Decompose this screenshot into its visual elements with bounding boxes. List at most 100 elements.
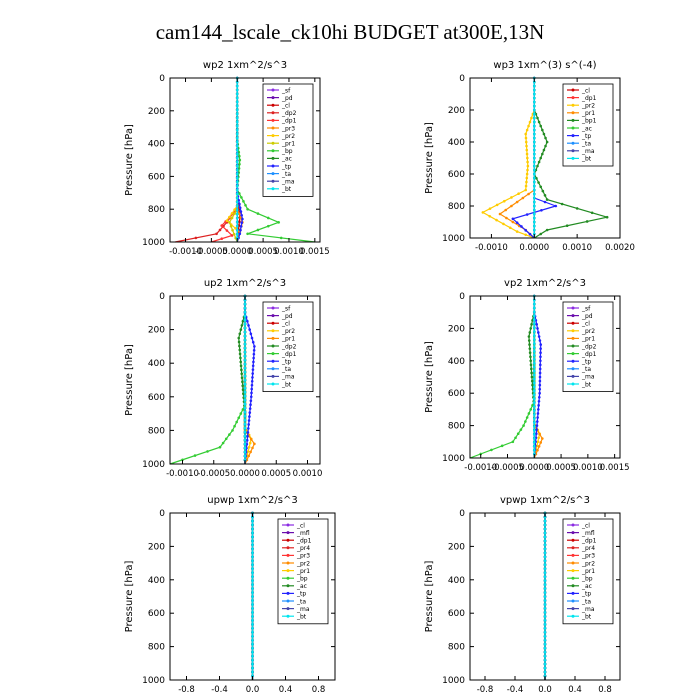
x-tick-label: 0.0000 [519,243,549,253]
data-point [532,385,536,389]
legend-entry: _ta [567,141,591,148]
data-point [539,343,543,346]
data-point [233,424,236,428]
data-point [243,378,247,382]
data-point [543,543,547,547]
data-point [532,136,536,140]
data-point [531,383,534,387]
data-point [532,180,536,184]
data-point [250,387,254,391]
data-point [532,393,536,397]
legend-entry: _tp [267,359,291,366]
data-point [585,220,589,223]
data-point [510,196,513,199]
legend-label: _bt [281,381,292,388]
data-point [215,232,218,236]
y-tick-label: 200 [148,542,165,552]
legend-label: _cl [281,321,290,328]
data-point [532,334,536,337]
legend-label: _tp [296,591,306,598]
y-tick-label: 400 [448,138,465,148]
data-point [543,587,547,590]
data-point [545,198,549,201]
data-point [242,200,245,203]
data-point [239,228,242,232]
legend-label: _tp [281,359,291,366]
legend-label: _dp1 [581,538,597,545]
legend-marker [571,367,575,371]
data-point [251,627,254,630]
data-point [250,383,254,387]
legend-label: _ac [281,156,292,163]
data-point [481,211,485,214]
legend-label: _pr1 [581,336,595,343]
data-point [251,531,254,535]
data-point [532,342,536,345]
data-point [538,367,542,371]
data-point [235,92,239,96]
data-point [532,228,536,232]
data-point [532,425,536,428]
legend-entry: _sf [267,305,291,312]
data-point [225,229,229,232]
legend-entry: _pr2 [267,328,295,335]
legend-marker [571,103,575,107]
series-dp1 [169,294,247,465]
legend-entry: _bt [282,614,307,621]
data-point [231,429,234,432]
data-point [235,220,239,224]
data-point [536,116,539,120]
data-point [181,458,184,462]
data-point [235,132,239,136]
data-point [235,164,239,168]
legend-entry: _cl [267,103,290,110]
data-point [528,343,531,346]
legend-marker [271,126,275,130]
legend-marker [286,591,290,595]
data-point [510,204,513,208]
data-point [194,236,198,240]
data-point [252,360,255,364]
data-point [243,306,247,310]
data-point [251,539,254,543]
data-point [532,144,536,148]
legend-label: _ma [281,374,295,381]
data-point [537,445,541,448]
data-point [235,228,239,232]
legend-marker [271,321,275,325]
data-point [250,379,254,383]
legend-marker [286,523,290,527]
data-point [532,338,536,341]
data-point [235,112,239,116]
data-point [527,192,530,196]
data-point [537,160,541,164]
data-point [534,432,538,436]
data-point [532,429,536,432]
data-point [543,535,547,539]
series-bt [243,294,247,464]
legend-label: _bp [581,576,593,583]
legend-entry: _pr1 [567,336,595,343]
data-point [248,411,252,414]
data-point [543,527,547,531]
data-point [248,415,251,418]
data-point [246,319,249,323]
x-tick-label: 0.0010 [293,469,323,479]
x-tick-label: 0.0005 [248,247,278,257]
data-point [532,96,536,100]
legend-entry: _pr1 [567,568,595,575]
legend-entry: _bt [567,614,592,621]
data-point [240,221,244,225]
data-point [541,128,544,132]
legend-label: _pd [281,95,293,102]
legend-label: _pr1 [296,568,310,575]
data-point [530,116,533,120]
data-point [543,654,547,658]
data-point [532,176,536,180]
legend-marker [571,546,575,550]
data-point [228,215,231,219]
legend-label: _cl [296,522,305,529]
data-point [524,420,527,423]
data-point [249,403,252,407]
legend-entry: _pr3 [267,125,295,132]
